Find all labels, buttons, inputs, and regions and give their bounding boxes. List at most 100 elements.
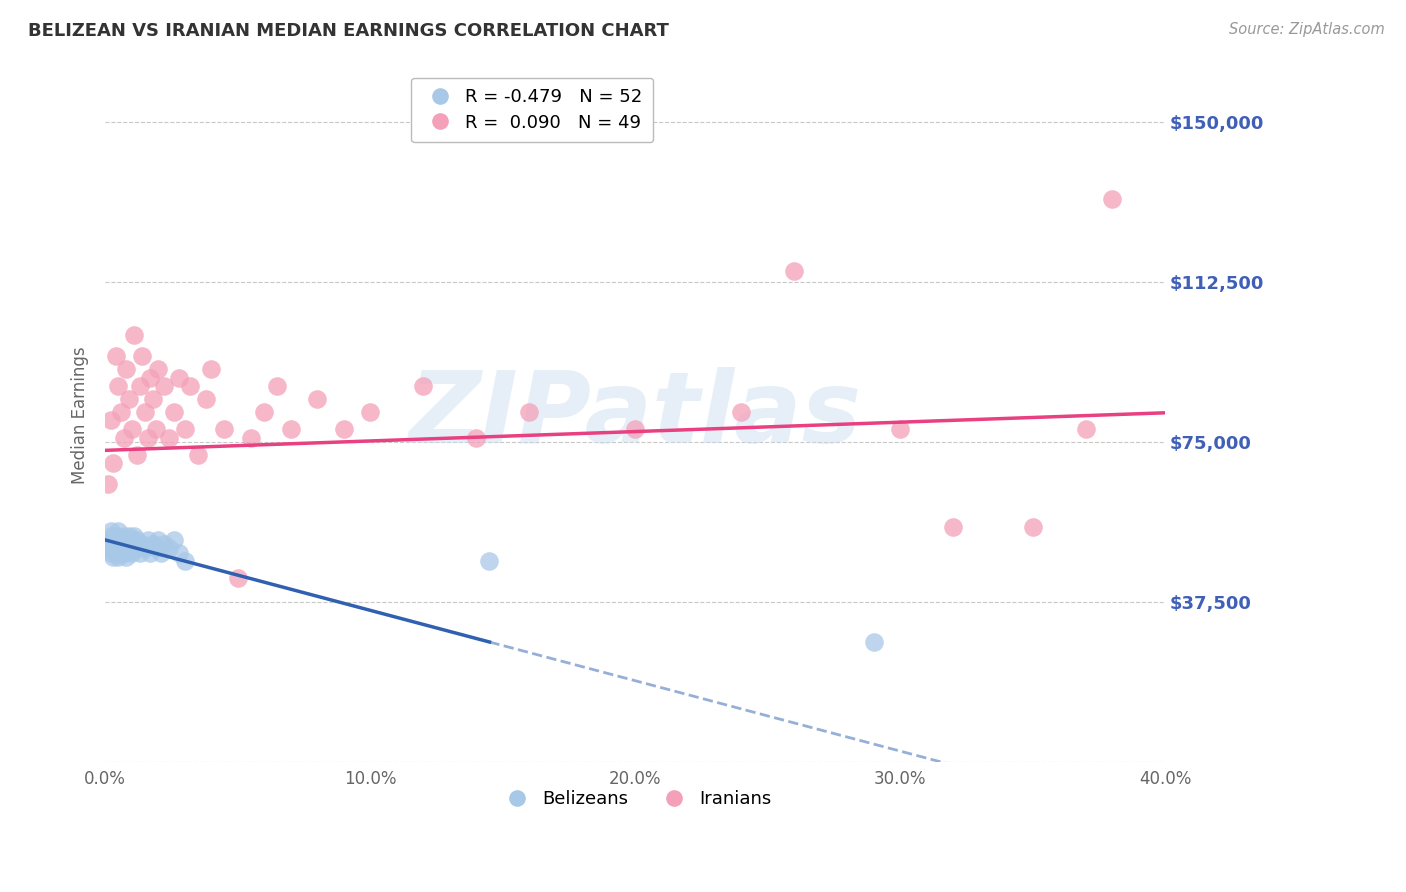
- Text: ZIPatlas: ZIPatlas: [409, 367, 862, 464]
- Point: [97, 477, 120, 491]
- Point: [307, 392, 329, 406]
- Point: [889, 422, 911, 436]
- Point: [112, 431, 135, 445]
- Text: BELIZEAN VS IRANIAN MEDIAN EARNINGS CORRELATION CHART: BELIZEAN VS IRANIAN MEDIAN EARNINGS CORR…: [28, 22, 669, 40]
- Point: [128, 546, 150, 560]
- Point: [101, 533, 124, 547]
- Point: [145, 422, 167, 436]
- Point: [173, 554, 195, 568]
- Point: [110, 546, 132, 560]
- Point: [101, 549, 124, 564]
- Point: [115, 533, 138, 547]
- Point: [121, 533, 143, 547]
- Point: [115, 362, 138, 376]
- Point: [157, 431, 180, 445]
- Point: [134, 405, 156, 419]
- Point: [1022, 520, 1045, 534]
- Point: [179, 379, 201, 393]
- Point: [157, 541, 180, 556]
- Point: [104, 546, 127, 560]
- Point: [100, 524, 122, 539]
- Point: [101, 537, 124, 551]
- Point: [124, 529, 146, 543]
- Point: [118, 529, 141, 543]
- Point: [112, 537, 135, 551]
- Point: [332, 422, 354, 436]
- Point: [148, 533, 170, 547]
- Point: [104, 350, 127, 364]
- Point: [163, 533, 186, 547]
- Point: [100, 413, 122, 427]
- Point: [624, 422, 647, 436]
- Point: [142, 537, 165, 551]
- Point: [118, 392, 141, 406]
- Point: [149, 546, 172, 560]
- Point: [110, 533, 132, 547]
- Point: [194, 392, 217, 406]
- Point: [110, 541, 132, 556]
- Point: [131, 350, 153, 364]
- Point: [266, 379, 288, 393]
- Point: [152, 537, 174, 551]
- Point: [104, 529, 127, 543]
- Point: [131, 537, 153, 551]
- Point: [169, 371, 191, 385]
- Point: [163, 405, 186, 419]
- Point: [359, 405, 381, 419]
- Point: [173, 422, 195, 436]
- Point: [100, 546, 122, 560]
- Point: [104, 537, 127, 551]
- Point: [121, 541, 143, 556]
- Point: [128, 379, 150, 393]
- Point: [124, 537, 146, 551]
- Point: [125, 541, 148, 556]
- Point: [110, 405, 132, 419]
- Point: [152, 379, 174, 393]
- Point: [121, 546, 143, 560]
- Point: [465, 431, 488, 445]
- Point: [107, 549, 129, 564]
- Point: [107, 541, 129, 556]
- Point: [142, 392, 165, 406]
- Point: [104, 541, 127, 556]
- Text: Source: ZipAtlas.com: Source: ZipAtlas.com: [1229, 22, 1385, 37]
- Y-axis label: Median Earnings: Median Earnings: [72, 346, 89, 484]
- Point: [112, 546, 135, 560]
- Point: [517, 405, 540, 419]
- Point: [136, 431, 159, 445]
- Point: [783, 264, 806, 278]
- Point: [145, 541, 167, 556]
- Point: [730, 405, 752, 419]
- Point: [253, 405, 276, 419]
- Point: [101, 541, 124, 556]
- Point: [862, 635, 884, 649]
- Point: [125, 448, 148, 462]
- Point: [115, 541, 138, 556]
- Point: [478, 554, 501, 568]
- Point: [118, 537, 141, 551]
- Point: [1074, 422, 1097, 436]
- Point: [100, 529, 122, 543]
- Point: [200, 362, 222, 376]
- Point: [112, 529, 135, 543]
- Point: [942, 520, 965, 534]
- Point: [139, 546, 162, 560]
- Point: [139, 371, 162, 385]
- Point: [110, 537, 132, 551]
- Point: [107, 533, 129, 547]
- Point: [97, 533, 120, 547]
- Point: [107, 379, 129, 393]
- Point: [280, 422, 302, 436]
- Point: [97, 541, 120, 556]
- Point: [239, 431, 262, 445]
- Point: [107, 524, 129, 539]
- Point: [169, 546, 191, 560]
- Point: [214, 422, 236, 436]
- Point: [115, 549, 138, 564]
- Point: [124, 328, 146, 343]
- Point: [1101, 192, 1123, 206]
- Point: [187, 448, 209, 462]
- Point: [148, 362, 170, 376]
- Point: [125, 533, 148, 547]
- Legend: Belizeans, Iranians: Belizeans, Iranians: [492, 782, 779, 815]
